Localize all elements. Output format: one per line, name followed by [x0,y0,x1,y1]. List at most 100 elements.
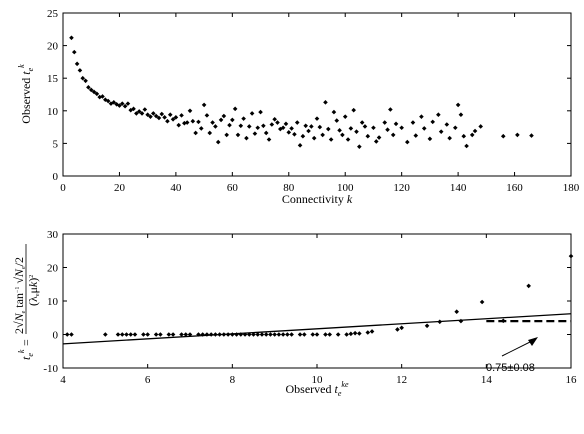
bottom-x-tick-label-2: 8 [230,374,236,386]
top-data-point-31 [156,115,162,121]
top-data-point-107 [373,139,379,144]
top-data-point-58 [232,106,238,112]
bottom-x-tick-label-5: 14 [481,374,493,386]
bottom-x-axis-title: Observed teke [286,380,349,398]
top-data-point-124 [444,122,450,127]
top-data-point-68 [261,123,266,129]
top-data-point-65 [252,131,258,136]
top-data-point-118 [419,114,424,119]
top-data-point-61 [241,116,246,121]
top-x-tick-label-7: 140 [450,182,467,194]
top-data-point-85 [309,124,314,129]
top-data-point-43 [190,118,196,124]
top-data-point-29 [151,111,156,116]
top-data-point-33 [162,115,167,120]
top-data-point-136 [529,133,534,138]
top-data-point-48 [204,113,210,118]
top-data-point-75 [280,125,286,131]
top-data-point-100 [351,107,356,113]
bottom-data-point-10 [153,332,159,337]
top-data-point-97 [342,114,348,119]
top-data-point-66 [255,125,261,131]
top-data-point-87 [314,116,320,121]
top-data-point-4 [80,75,86,81]
top-data-point-76 [283,121,289,127]
bottom-data-point-33 [263,332,269,337]
top-data-point-73 [275,120,280,125]
top-data-point-63 [246,124,252,129]
top-data-point-99 [348,126,354,131]
bottom-data-point-6 [128,332,134,337]
top-data-point-25 [139,111,145,116]
top-y-tick-label-4: 20 [47,41,59,53]
top-data-point-111 [388,107,393,112]
top-data-point-52 [215,139,221,145]
bottom-data-point-35 [272,332,277,337]
top-data-point-119 [421,126,427,131]
top-data-point-20 [125,101,131,106]
top-data-point-39 [179,113,184,118]
top-data-point-54 [221,113,227,119]
top-data-point-60 [238,123,244,129]
top-y-tick-label-1: 5 [53,138,59,150]
top-data-point-80 [294,120,300,125]
top-y-tick-label-5: 25 [47,8,59,20]
bottom-data-point-5 [124,332,129,337]
top-data-point-78 [289,126,294,131]
top-data-point-28 [148,114,153,119]
top-data-point-57 [230,117,235,123]
bottom-data-point-0 [64,332,70,337]
top-y-tick-labels: 0 5 10 15 20 25 [47,8,59,183]
top-data-point-3 [77,68,83,73]
bottom-data-point-2 [103,332,108,337]
bottom-data-point-9 [145,332,150,337]
top-data-point-135 [515,132,520,138]
top-data-point-109 [382,120,388,125]
top-data-point-1 [71,49,77,55]
top-data-point-42 [187,108,193,114]
top-y-axis-title: Observed tek [17,64,35,124]
bottom-data-point-30 [251,332,256,337]
top-data-point-89 [320,132,325,138]
top-data-point-112 [390,132,396,138]
top-x-tick-labels: 0 20 40 60 80 100 120 140 160 180 [60,182,580,194]
top-data-point-2 [74,61,80,67]
bottom-data-point-45 [327,332,332,337]
top-data-point-117 [413,133,419,138]
top-data-point-44 [193,130,198,136]
top-data-point-115 [405,139,410,145]
top-data-point-98 [345,137,351,142]
top-data-point-126 [452,125,458,131]
top-x-tick-label-3: 60 [227,182,239,194]
top-data-point-77 [286,130,292,135]
top-data-point-129 [461,133,467,139]
top-data-point-133 [478,124,483,129]
top-data-point-90 [323,100,328,105]
bottom-y-tick-label-1: 0 [53,330,59,342]
bottom-x-tick-label-0: 4 [60,374,66,386]
top-data-point-19 [122,103,128,109]
bottom-data-point-37 [280,332,286,337]
top-data-point-121 [430,119,436,125]
top-data-point-5 [83,78,88,84]
top-x-axis-title: Connectivity k [282,192,353,206]
top-data-point-123 [438,129,444,134]
bottom-y-tick-labels: -10 0 10 20 30 [43,229,58,375]
bottom-data-point-55 [424,323,430,329]
bottom-data-point-44 [323,332,328,337]
top-data-point-91 [325,126,331,132]
bottom-data-point-18 [200,332,205,337]
top-data-point-102 [357,144,362,149]
bottom-data-point-12 [166,332,172,337]
top-data-point-83 [303,123,309,129]
top-y-tick-label-0: 0 [53,171,59,183]
top-data-point-69 [263,130,269,136]
bottom-data-point-36 [276,332,282,337]
top-data-point-95 [337,128,342,133]
bottom-data-point-57 [454,309,459,315]
bottom-data-point-7 [132,332,138,337]
top-data-point-17 [117,103,122,108]
top-data-point-132 [472,128,478,134]
